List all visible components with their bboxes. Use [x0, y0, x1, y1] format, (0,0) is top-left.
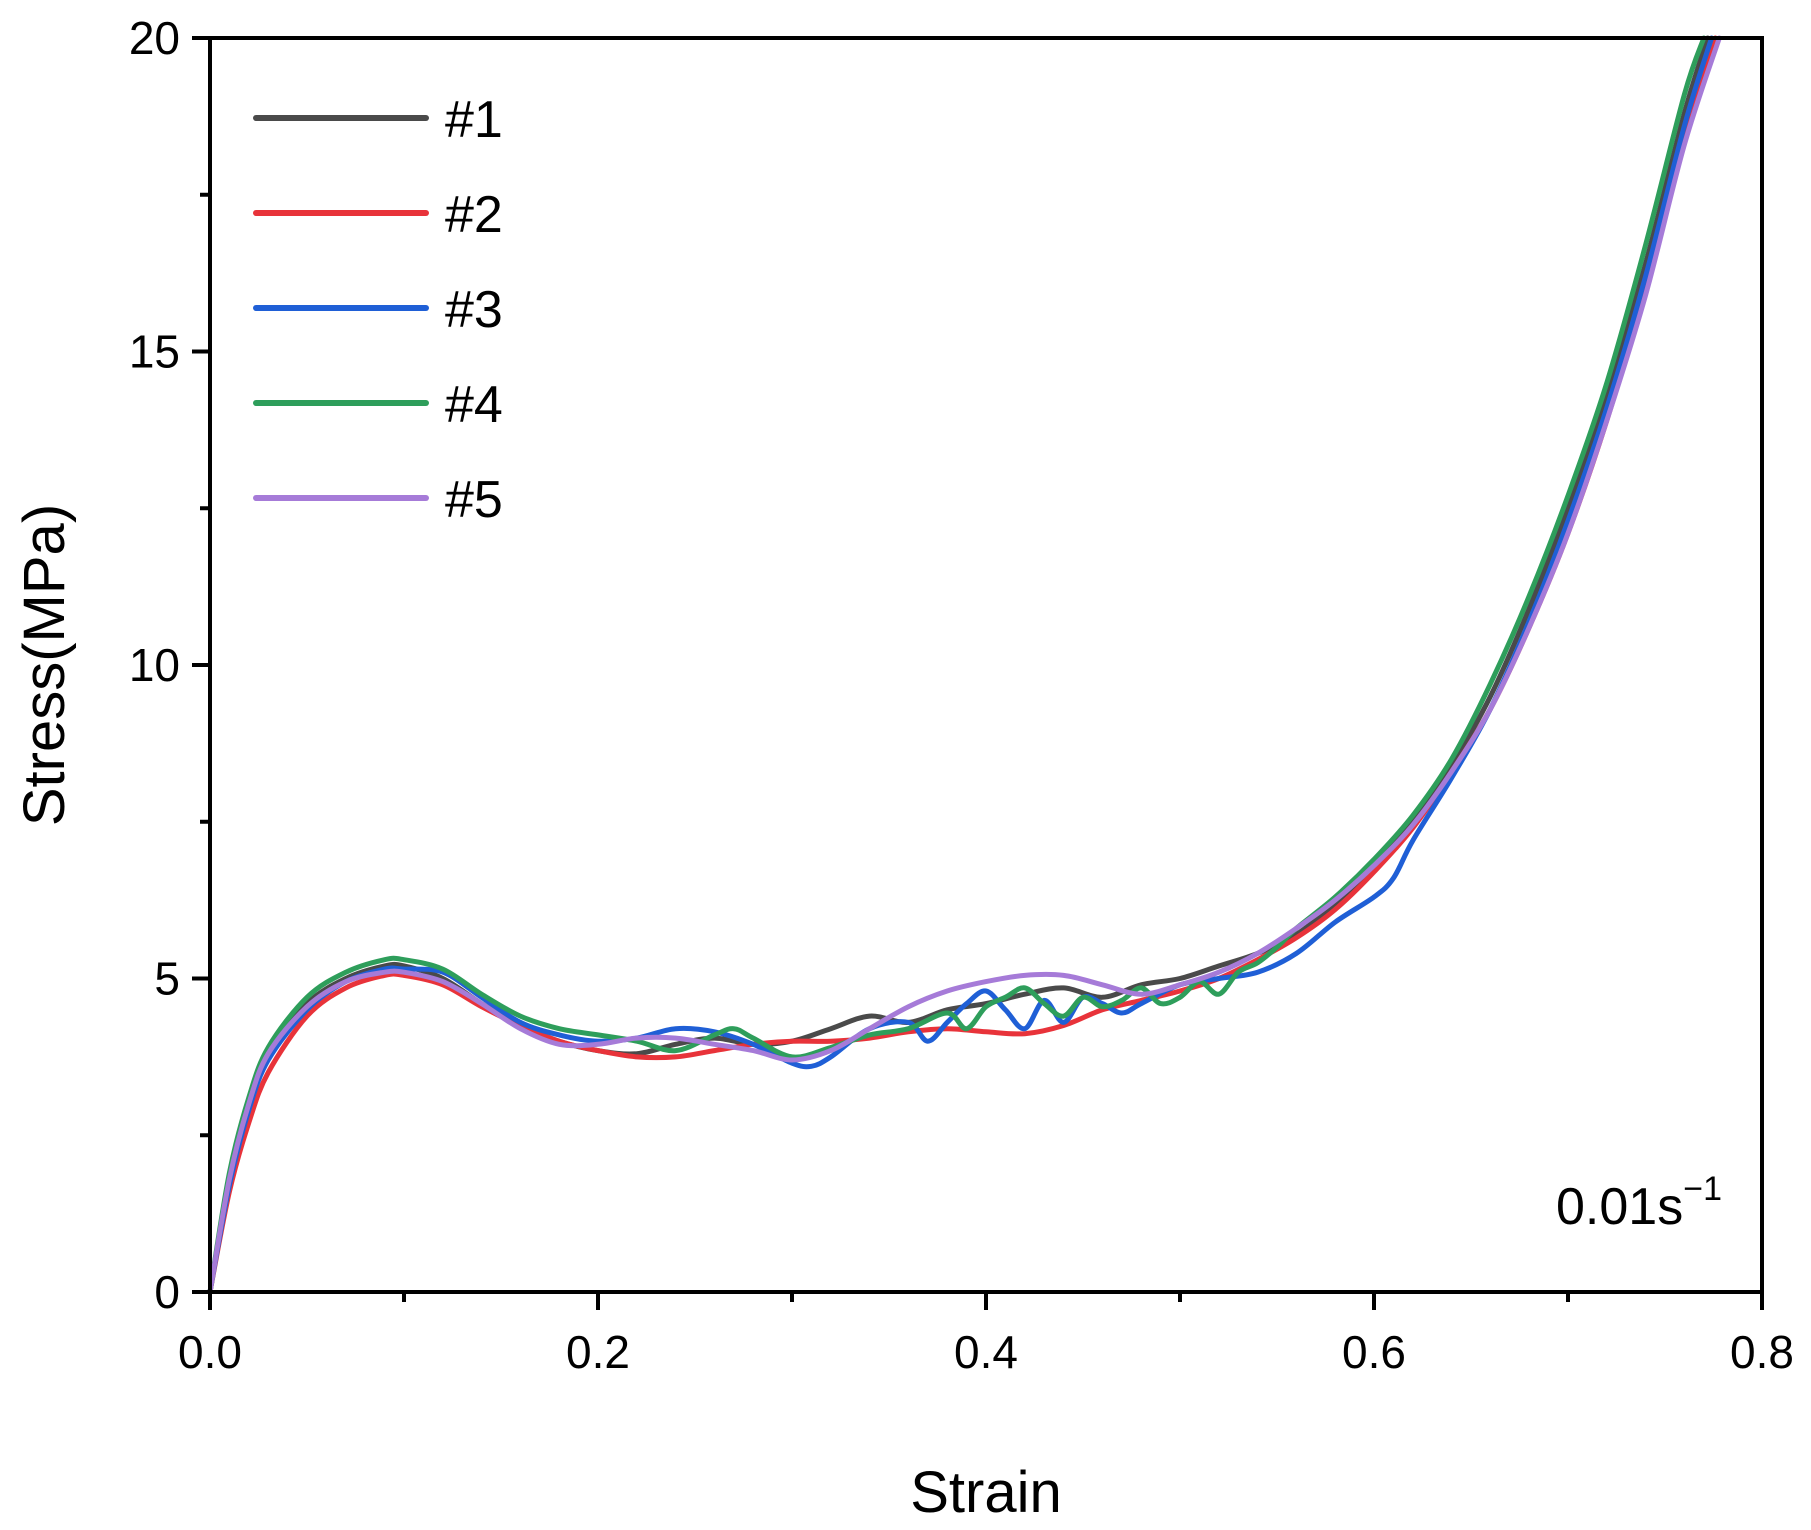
y-tick-label: 10 [129, 639, 180, 691]
y-tick-label: 0 [154, 1266, 180, 1318]
strain-rate-value: 0.01s [1556, 1178, 1683, 1236]
y-tick-label: 15 [129, 326, 180, 378]
y-axis-ticks: 0 5 10 15 20 [129, 12, 210, 1318]
legend-label-3: #3 [445, 281, 503, 339]
y-tick-label: 20 [129, 12, 180, 64]
strain-rate-annotation: 0.01s−1 [1556, 1170, 1722, 1236]
x-tick-label: 0.0 [178, 1326, 242, 1378]
legend-label-1: #1 [445, 91, 503, 149]
plot-area [210, 38, 1762, 1292]
x-axis-ticks: 0.0 0.2 0.4 0.6 0.8 [178, 1292, 1794, 1378]
strain-rate-exponent: −1 [1683, 1170, 1722, 1208]
legend: #1 #2 #3 #4 #5 [253, 91, 503, 529]
series-line-4 [207, 35, 1707, 1295]
series-line-5 [207, 35, 1722, 1295]
y-axis-title: Stress(MPa) [12, 504, 77, 826]
y-tick-label: 5 [154, 953, 180, 1005]
x-tick-label: 0.6 [1342, 1326, 1406, 1378]
series-layer [207, 35, 1722, 1295]
legend-label-2: #2 [445, 186, 503, 244]
x-tick-label: 0.4 [954, 1326, 1018, 1378]
x-tick-label: 0.2 [566, 1326, 630, 1378]
x-tick-label: 0.8 [1730, 1326, 1794, 1378]
x-axis-title: Strain [910, 1460, 1062, 1525]
legend-label-5: #5 [445, 471, 503, 529]
series-line-1 [207, 35, 1711, 1295]
legend-label-4: #4 [445, 376, 503, 434]
